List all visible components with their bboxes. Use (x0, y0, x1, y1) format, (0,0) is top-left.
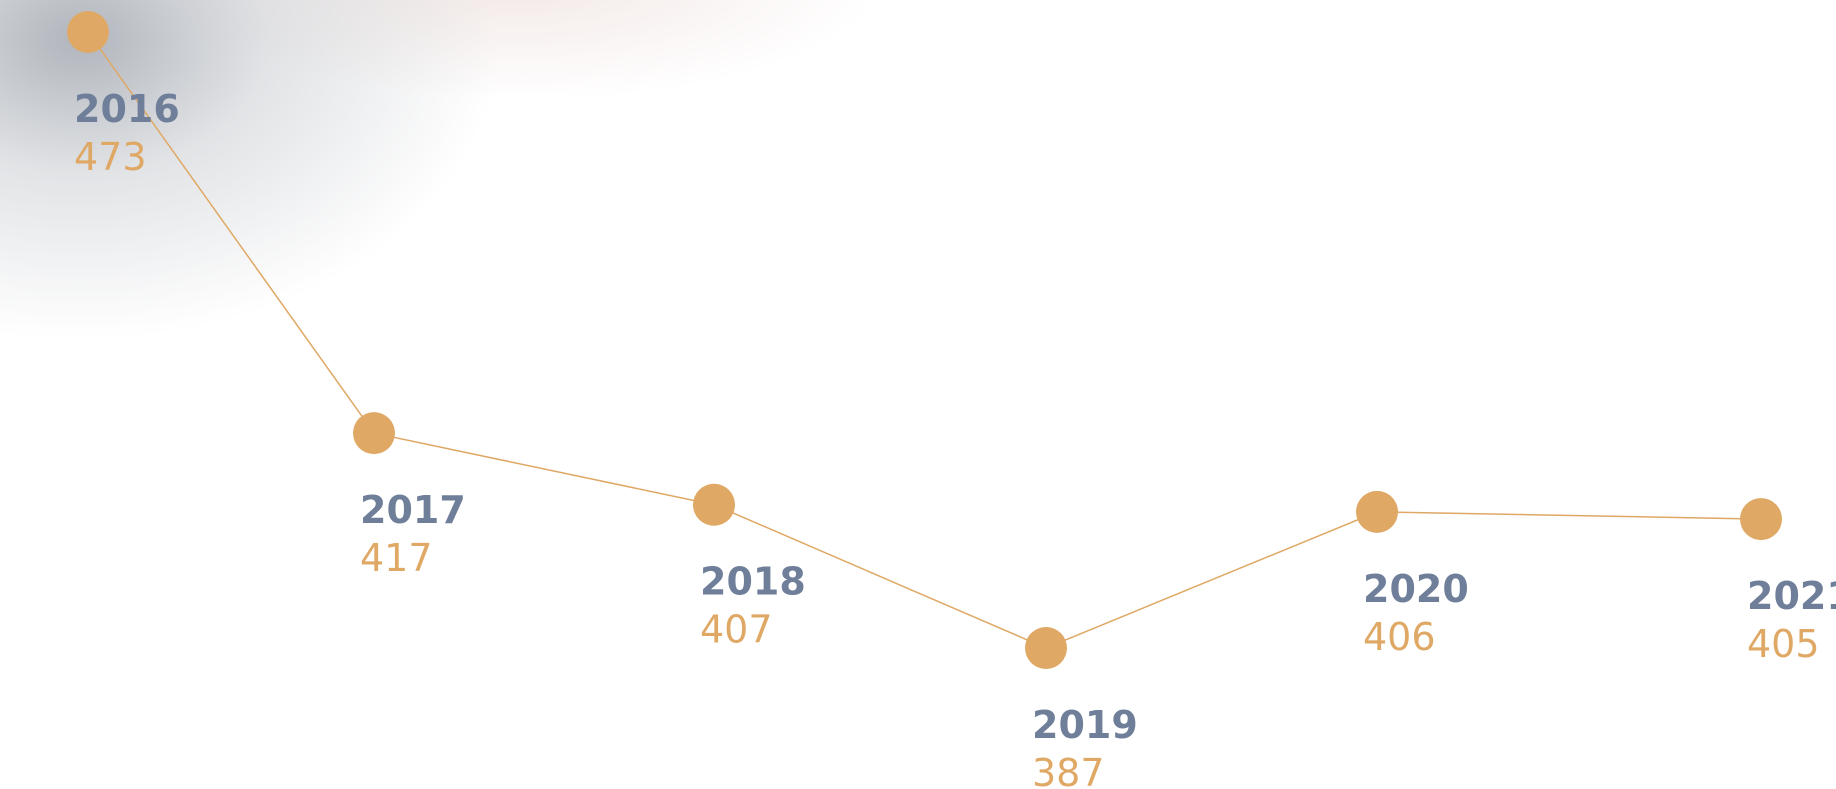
line (88, 32, 1761, 648)
value-label: 473 (74, 135, 147, 179)
point (1025, 627, 1067, 669)
category-label: 2016 (74, 87, 180, 131)
category-label: 2021 (1747, 574, 1836, 618)
point (1740, 498, 1782, 540)
page: 2016473 2017417 2018407 2019 387 2020406 20214… (0, 0, 1836, 789)
point (693, 484, 735, 526)
value-label: 387 (1032, 751, 1105, 789)
value-label: 405 (1747, 622, 1820, 666)
chart: 2016473 2017417 2018407 2019 387 2020406 20214… (0, 0, 1836, 789)
point (353, 412, 395, 454)
value-label: 407 (700, 608, 773, 652)
point (1356, 491, 1398, 533)
value-label: 417 (360, 536, 433, 580)
category-label: 2017 (360, 488, 466, 532)
category-label: 2020 (1363, 567, 1469, 611)
value-label: 406 (1363, 615, 1436, 659)
point (67, 11, 109, 53)
category-label: 2019 (1032, 703, 1138, 747)
category-label: 2018 (700, 560, 806, 604)
